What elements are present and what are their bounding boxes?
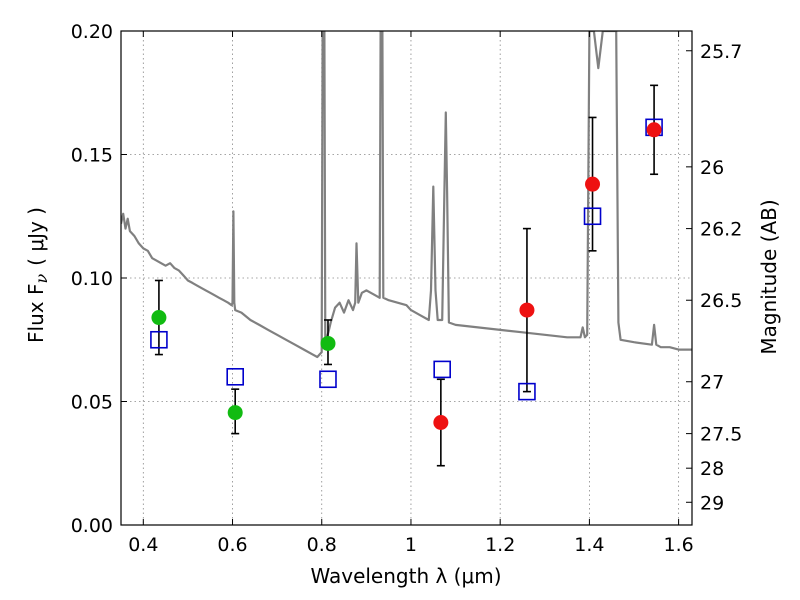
blue-square-point [583, 207, 602, 226]
right-tick-label: 26.5 [700, 290, 742, 312]
right-tick-label: 26 [700, 157, 724, 179]
y-tick-label: 0.10 [71, 268, 113, 290]
x-tick-label: 0.8 [307, 534, 337, 556]
y-axis-title-left-text: Flux F [24, 284, 48, 343]
x-tick-label: 0.4 [128, 534, 158, 556]
tick-layer: 0.4 0.6 0.8 1 1.2 1.4 1.6 0.00 0.05 0.10 0.15 0.20 2… [71, 21, 743, 556]
blue-square-point [150, 330, 168, 349]
x-tick-label: 1.2 [485, 534, 515, 556]
x-tick-label: 0.6 [217, 534, 247, 556]
blue-square-point [226, 367, 244, 386]
red-point [519, 302, 535, 318]
x-tick-label: 1.6 [664, 534, 694, 556]
svg-text:Flux Fν( μJy ): Flux Fν ( μJy ) [24, 207, 51, 343]
right-tick-label: 28 [700, 458, 724, 480]
y-tick-label: 0.20 [71, 21, 113, 43]
y-axis-title-right: Magnitude (AB) [757, 199, 781, 354]
y-axis-title-left: Flux Fν ( μJy ) [24, 207, 51, 343]
y-axis-title-left-unit: ( μJy ) [24, 207, 48, 266]
blue-square-point [518, 382, 536, 401]
red-point [585, 176, 601, 192]
y-axis-title-left-subscript: ν [32, 274, 51, 284]
right-tick-label: 29 [700, 492, 724, 514]
green-point [227, 405, 243, 421]
model-spectrum-line [121, 31, 692, 359]
right-tick-label: 25.7 [700, 41, 742, 63]
red-point [433, 414, 449, 430]
y-tick-label: 0.15 [71, 145, 113, 167]
x-tick-label: 1.4 [574, 534, 604, 556]
green-point [151, 310, 167, 326]
right-tick-label: 27 [700, 372, 724, 394]
plot-layer [121, 31, 692, 467]
red-point [646, 122, 662, 138]
right-tick-label: 27.5 [700, 424, 742, 446]
x-tick-label: 1 [405, 534, 417, 556]
y-tick-label: 0.05 [71, 392, 113, 414]
x-axis-title: Wavelength λ (μm) [310, 564, 501, 588]
blue-square-point [319, 370, 337, 389]
blue-square-point [433, 360, 451, 379]
green-point [320, 335, 336, 351]
right-tick-label: 26.2 [700, 219, 742, 241]
y-tick-label: 0.00 [71, 515, 113, 537]
